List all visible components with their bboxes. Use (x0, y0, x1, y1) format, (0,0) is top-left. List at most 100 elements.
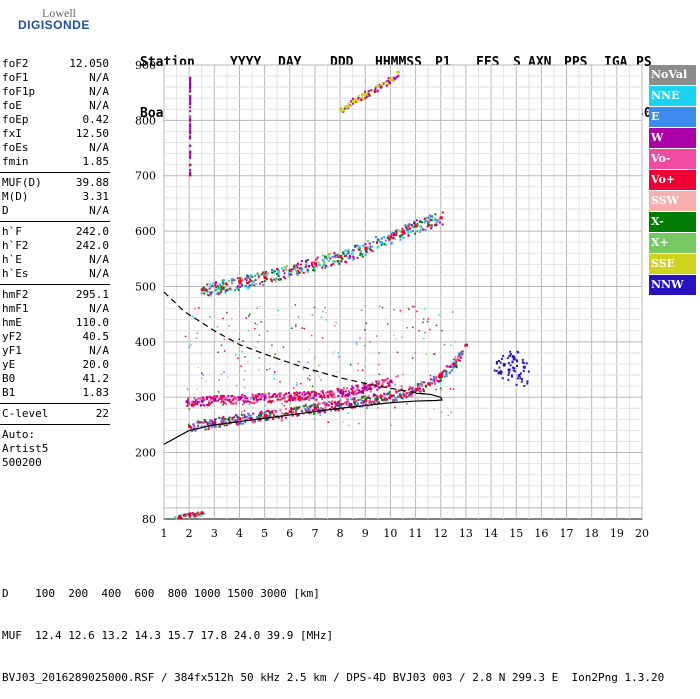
echo-point (320, 379, 322, 381)
echo-point (250, 282, 253, 285)
echo-point (379, 84, 382, 87)
echo-point (364, 329, 366, 331)
echo-point (369, 390, 372, 393)
param-divider (0, 284, 110, 285)
echo-point (313, 267, 316, 270)
echo-point (260, 321, 262, 323)
echo-point (447, 414, 449, 417)
echo-point (325, 319, 328, 321)
trace-point (351, 99, 355, 103)
echo-point (299, 267, 302, 270)
echo-point (195, 337, 198, 339)
echo-point (351, 391, 354, 394)
echo-point (236, 277, 239, 280)
echo-point (334, 401, 337, 404)
echo-point (272, 269, 275, 272)
echo-point (222, 400, 225, 403)
echo-point (357, 398, 360, 401)
echo-point (407, 394, 410, 397)
echo-point (350, 402, 353, 405)
echo-point (378, 305, 381, 308)
echo-point (256, 400, 259, 403)
echo-point (236, 419, 239, 422)
echo-point (400, 230, 403, 233)
echo-point (433, 219, 436, 222)
trace-point (364, 398, 368, 402)
echo-point (325, 258, 328, 261)
echo-point (381, 381, 384, 384)
param-value: N/A (89, 85, 109, 98)
echo-point (210, 291, 213, 294)
echo-point (348, 393, 351, 396)
echo-point (406, 403, 408, 405)
echo-point (364, 96, 367, 99)
echo-point (351, 250, 354, 253)
echo-point (358, 94, 361, 97)
trace-point (402, 230, 405, 234)
echo-point (401, 336, 403, 338)
echo-point (189, 79, 192, 82)
x-tick-label: 20 (635, 527, 649, 540)
echo-point (208, 400, 211, 403)
echo-point (202, 403, 205, 406)
echo-point (526, 382, 529, 385)
echo-point (340, 260, 343, 263)
echo-point (231, 399, 234, 402)
echo-point (312, 395, 315, 398)
echo-point (336, 390, 339, 393)
echo-point (377, 407, 379, 409)
echo-point (311, 404, 314, 407)
echo-point (313, 261, 316, 264)
echo-point (402, 397, 405, 400)
echo-point (202, 397, 205, 400)
echo-point (361, 386, 364, 389)
echo-point (346, 256, 349, 259)
trace-point (183, 513, 187, 517)
echo-point (313, 403, 316, 406)
echo-point (356, 247, 359, 250)
echo-point (378, 373, 381, 376)
param-row: foEs N/A (0, 141, 112, 155)
echo-point (228, 287, 231, 290)
echo-point (284, 392, 287, 395)
echo-point (359, 337, 361, 340)
echo-point (361, 369, 364, 372)
echo-point (235, 422, 238, 425)
echo-point (422, 390, 425, 393)
echo-point (397, 375, 399, 377)
echo-point (337, 409, 340, 412)
echo-point (507, 362, 510, 365)
echo-point (230, 402, 233, 405)
echo-point (236, 415, 239, 418)
echo-point (373, 91, 376, 94)
echo-point (522, 370, 525, 373)
echo-point (208, 426, 211, 429)
logo-digisonde: DIGISONDE (18, 18, 90, 32)
echo-point (373, 393, 376, 396)
param-key: foF2 (2, 57, 29, 70)
echo-point (366, 239, 369, 242)
echo-point (369, 398, 372, 400)
echo-point (347, 102, 350, 105)
echo-point (215, 281, 218, 284)
echo-point (210, 401, 213, 404)
echo-point (438, 314, 440, 316)
echo-point (365, 94, 368, 97)
echo-point (223, 419, 226, 422)
echo-point (417, 398, 419, 400)
echo-point (308, 396, 311, 398)
echo-point (362, 389, 365, 392)
echo-point (234, 414, 237, 417)
echo-point (400, 385, 403, 387)
echo-point (284, 266, 287, 269)
echo-point (222, 317, 224, 320)
echo-point (268, 397, 271, 400)
echo-point (234, 419, 237, 422)
echo-point (367, 386, 370, 389)
echo-point (221, 398, 224, 401)
echo-point (383, 392, 386, 395)
echo-point (264, 272, 267, 275)
echo-point (361, 400, 364, 403)
echo-point (330, 409, 333, 412)
trace-point (439, 374, 443, 378)
